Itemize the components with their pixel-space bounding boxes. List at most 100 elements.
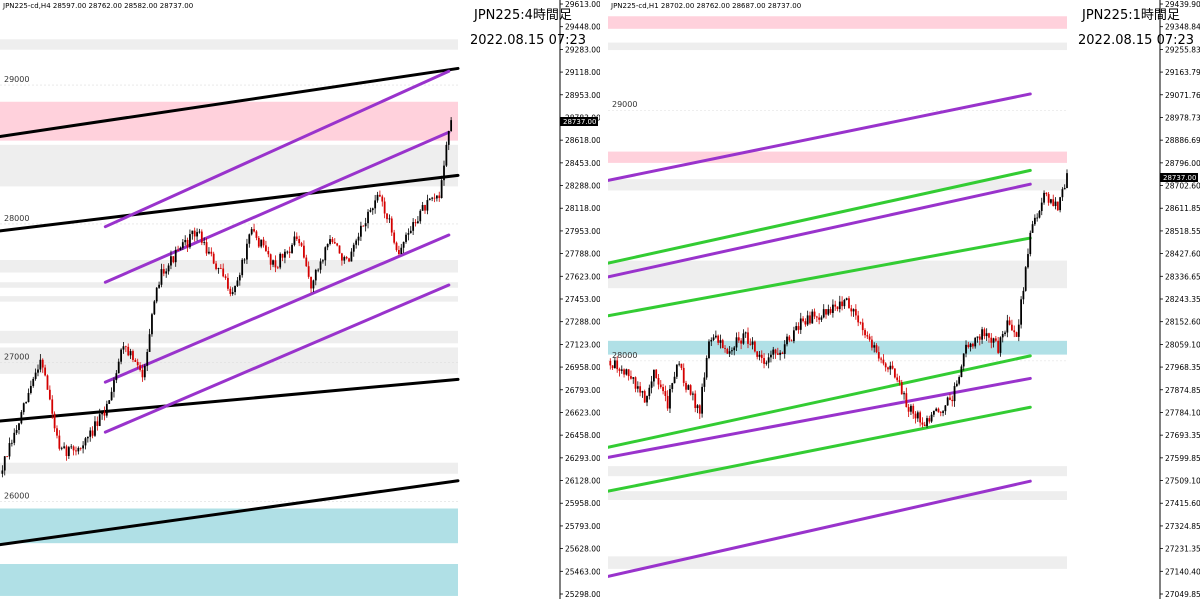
- price-tick-label: 28427.60: [1165, 250, 1200, 259]
- candle-body: [151, 314, 153, 335]
- candle-body: [880, 358, 883, 360]
- candle-body: [331, 239, 334, 243]
- candle-body: [1024, 267, 1027, 291]
- candle-body: [685, 382, 687, 390]
- candle-body: [726, 348, 729, 354]
- candle-body: [51, 399, 54, 414]
- candle-body: [910, 405, 912, 412]
- candle-body: [845, 298, 848, 300]
- candle-body: [367, 211, 369, 224]
- candle-body: [236, 280, 239, 286]
- current-price-marker: 28737.00: [560, 117, 598, 126]
- candle-body: [343, 257, 346, 261]
- price-zone: [0, 282, 458, 288]
- candle-body: [687, 385, 690, 390]
- candle-body: [962, 353, 965, 367]
- candle-body: [939, 412, 942, 413]
- candle-body: [281, 253, 284, 258]
- candle-body: [994, 338, 997, 341]
- candle-body: [788, 336, 791, 341]
- price-tick-label: 27623.00: [565, 272, 600, 281]
- candle-body: [1052, 199, 1055, 207]
- candle-body: [689, 385, 692, 395]
- candle-body: [248, 234, 251, 244]
- candle-body: [44, 367, 47, 376]
- candle-body: [992, 338, 995, 343]
- candle-body: [234, 285, 236, 293]
- current-price-marker: 28737.00: [1160, 173, 1198, 182]
- candle-body: [317, 269, 320, 271]
- candle-body: [611, 365, 614, 369]
- trend-line: [608, 376, 1032, 459]
- candle-body: [369, 210, 372, 212]
- candle-body: [94, 421, 96, 436]
- candle-body: [105, 403, 108, 416]
- candle-body: [53, 413, 56, 429]
- price-tick-label: 28886.69: [1165, 136, 1200, 145]
- price-tick-label: 28118.00: [565, 204, 600, 213]
- trend-line: [0, 66, 460, 138]
- candle-body: [362, 225, 365, 227]
- candle-body: [222, 268, 225, 277]
- candle-body: [428, 198, 431, 201]
- candle-body: [836, 306, 839, 310]
- candle-body: [875, 345, 878, 353]
- candle-body: [921, 422, 924, 425]
- h4-chart-svg[interactable]: 29000 28000 27000 26000 29613.00 29448.00 292…: [0, 0, 600, 599]
- price-tick-label: 28243.35: [1165, 295, 1200, 304]
- candle-body: [75, 450, 77, 452]
- candle-body: [238, 275, 241, 281]
- candle-body: [46, 375, 49, 390]
- candle-body: [284, 251, 286, 258]
- h1-chart-svg[interactable]: 29000 28000 29439.90 29348.84 29255.83 29163…: [608, 0, 1200, 599]
- candle-body: [162, 269, 165, 274]
- price-zone: [0, 144, 458, 187]
- candle-body: [431, 197, 434, 199]
- candle-body: [298, 239, 301, 244]
- price-tick-label: 29255.83: [1165, 45, 1200, 54]
- candle-body: [440, 180, 443, 199]
- candle-body: [58, 435, 61, 449]
- candle-body: [820, 317, 823, 320]
- chart-panel-h4[interactable]: 29000 28000 27000 26000 29613.00 29448.00 292…: [0, 0, 600, 599]
- candle-body: [1045, 192, 1048, 195]
- candle-body: [765, 362, 768, 364]
- candle-body: [215, 263, 217, 269]
- candle-body: [170, 256, 172, 266]
- trend-line: [103, 233, 451, 384]
- candle-body: [891, 365, 894, 369]
- candle-body: [735, 337, 738, 348]
- candle-body: [371, 208, 374, 211]
- price-zone: [0, 462, 458, 474]
- price-zone: [608, 179, 1067, 191]
- candle-body: [124, 346, 127, 348]
- candle-body: [1059, 197, 1062, 211]
- candle-body: [260, 239, 263, 247]
- candle-body: [303, 245, 305, 258]
- candle-body: [781, 352, 784, 354]
- price-tick-label: 29439.90: [1165, 0, 1200, 9]
- candle-body: [450, 120, 453, 132]
- candle-body: [806, 315, 809, 325]
- price-tick-label: 26623.00: [565, 408, 600, 417]
- candle-body: [854, 309, 857, 316]
- candle-body: [664, 391, 667, 396]
- chart-panel-h1[interactable]: 29000 28000 29439.90 29348.84 29255.83 29163…: [608, 0, 1200, 599]
- candle-body: [733, 347, 736, 351]
- candle-body: [623, 369, 625, 375]
- candle-body: [25, 402, 28, 404]
- candle-body: [747, 332, 749, 344]
- candle-body: [34, 372, 37, 379]
- candle-body: [383, 201, 386, 214]
- candle-body: [333, 242, 336, 244]
- price-tick-label: 28288.00: [565, 182, 600, 191]
- candle-body: [1015, 332, 1018, 337]
- candle-body: [20, 412, 23, 424]
- candle-body: [310, 276, 312, 289]
- candle-body: [1054, 201, 1057, 207]
- candle-body: [710, 339, 713, 342]
- candle-body: [414, 222, 417, 224]
- candle-body: [802, 318, 804, 322]
- price-zone: [0, 296, 458, 302]
- candle-body: [907, 407, 910, 412]
